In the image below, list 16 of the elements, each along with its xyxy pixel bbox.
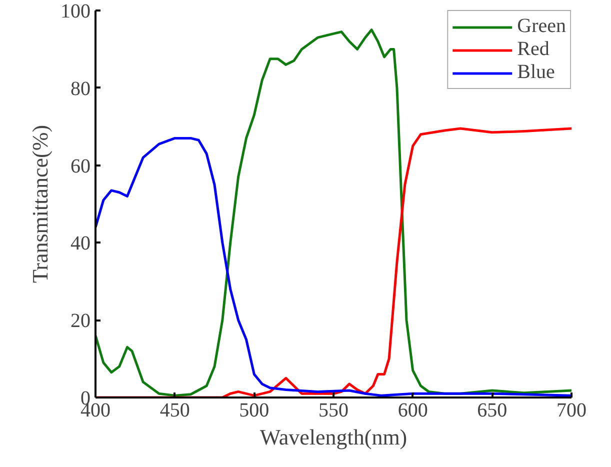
x-tick-label: 700 xyxy=(556,400,586,422)
x-tick-label: 450 xyxy=(160,400,190,422)
legend-label: Green xyxy=(517,15,566,38)
x-tick-label: 500 xyxy=(239,400,270,422)
legend-label: Red xyxy=(517,38,550,61)
y-tick-label: 100 xyxy=(60,0,90,22)
y-axis-title: Transmittance(%) xyxy=(28,124,52,284)
x-tick-label: 600 xyxy=(398,400,428,422)
y-tick-label: 40 xyxy=(70,232,90,255)
x-tick-label: 550 xyxy=(318,400,348,422)
x-axis-title: Wavelength(nm) xyxy=(260,424,408,450)
legend-label: Blue xyxy=(517,61,555,84)
y-tick-label: 20 xyxy=(70,310,90,332)
y-tick-label: 80 xyxy=(70,78,90,100)
y-tick-label: 60 xyxy=(70,155,90,178)
x-tick-label: 650 xyxy=(477,400,508,422)
